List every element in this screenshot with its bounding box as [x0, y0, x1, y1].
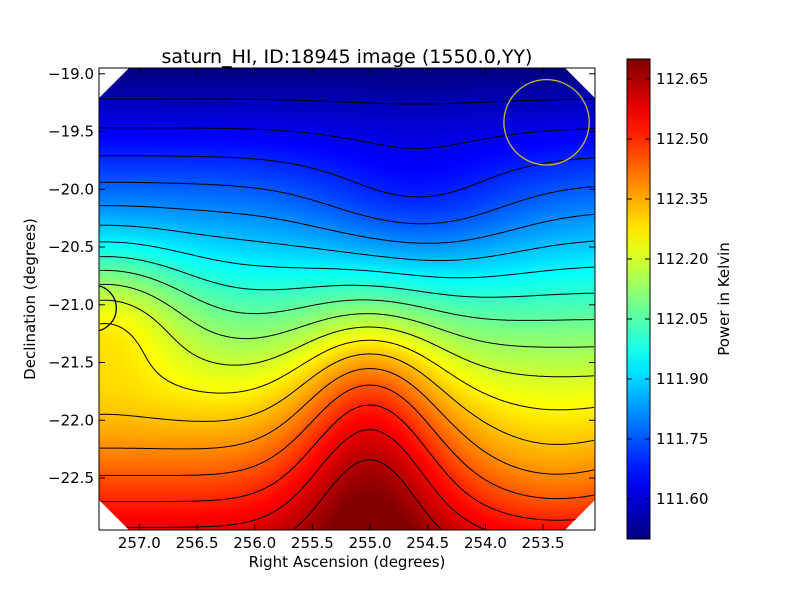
- annotation-circle: [503, 78, 590, 166]
- heatmap-plot-area: [99, 68, 595, 530]
- y-tick-label: −20.0: [48, 180, 94, 198]
- colorbar-tick-label: 111.75: [656, 430, 709, 448]
- x-tick-label: 255.0: [349, 534, 392, 552]
- contour-lines: [99, 98, 595, 530]
- y-axis: −19.0 −19.5 −20.0 −20.5 −21.0 −21.5 −22.0 −22.5: [48, 65, 595, 487]
- colorbar: 111.60 111.75 111.90 112.05 112.20 112.35 112.…: [626, 58, 733, 540]
- x-tick-label: 256.0: [233, 534, 276, 552]
- x-tick-label: 254.5: [406, 534, 449, 552]
- heatmap-image: [99, 68, 595, 530]
- colorbar-tick-label: 112.20: [656, 250, 709, 268]
- y-tick-label: −19.0: [48, 65, 94, 83]
- x-tick-label: 257.0: [118, 534, 161, 552]
- y-tick-label: −19.5: [48, 123, 94, 141]
- y-tick-label: −22.5: [48, 469, 94, 487]
- colorbar-tick-label: 112.65: [656, 70, 709, 88]
- x-tick-label: 254.0: [464, 534, 507, 552]
- colorbar-label: Power in Kelvin: [715, 242, 733, 356]
- colorbar-tick-label: 112.50: [656, 130, 709, 148]
- annotation-circles: [99, 78, 590, 332]
- y-tick-label: −21.0: [48, 296, 94, 314]
- annotation-circle: [99, 285, 117, 332]
- x-tick-label: 253.5: [522, 534, 565, 552]
- contour-path: [99, 98, 595, 530]
- colorbar-gradient: [626, 58, 651, 540]
- colorbar-tick-label: 111.90: [656, 370, 709, 388]
- chart-title: saturn_HI, ID:18945 image (1550.0,YY): [162, 46, 533, 68]
- x-tick-label: 255.5: [291, 534, 334, 552]
- x-axis-title: Right Ascension (degrees): [249, 553, 446, 571]
- x-tick-label: 256.5: [176, 534, 219, 552]
- y-tick-label: −22.0: [48, 411, 94, 429]
- y-tick-label: −20.5: [48, 238, 94, 256]
- colorbar-tick-label: 111.60: [656, 490, 709, 508]
- colorbar-tick-label: 112.35: [656, 190, 709, 208]
- y-tick-label: −21.5: [48, 354, 94, 372]
- x-axis: 257.0 256.5 256.0 255.5 255.0 254.5 254.0 253.5: [118, 68, 565, 552]
- axes-frame: [98, 67, 596, 531]
- colorbar-ticks: 111.60 111.75 111.90 112.05 112.20 112.35 112.…: [627, 70, 709, 508]
- colorbar-tick-label: 112.05: [656, 310, 709, 328]
- y-axis-title: Declination (degrees): [21, 218, 39, 380]
